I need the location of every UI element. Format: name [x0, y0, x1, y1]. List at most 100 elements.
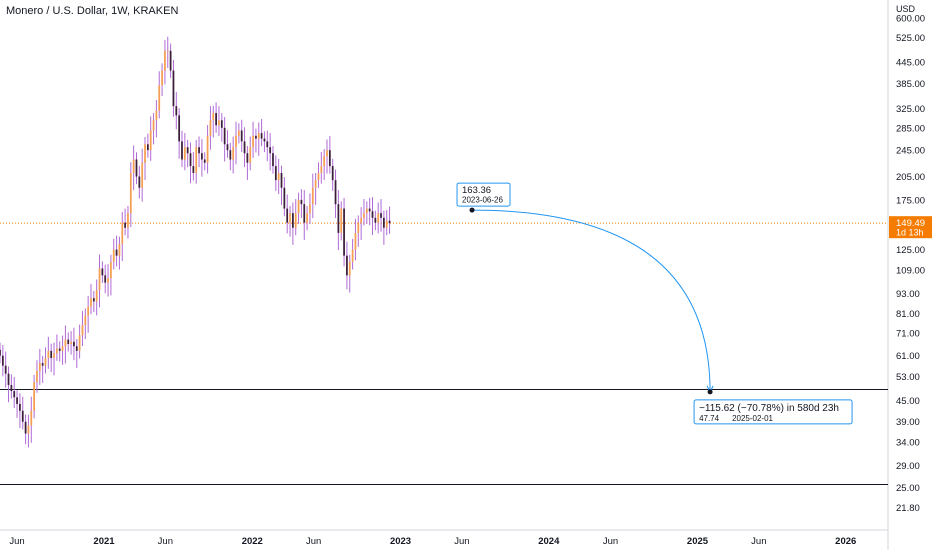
- candle-body: [7, 373, 10, 386]
- projection-start-value: 163.36: [462, 185, 491, 196]
- candle-body: [323, 156, 326, 167]
- candle-body: [212, 113, 215, 121]
- candle-body: [19, 403, 21, 411]
- candle-body: [21, 410, 24, 422]
- x-tick-label-1: 2021: [93, 536, 115, 547]
- candle-body: [104, 275, 107, 283]
- candle-body: [183, 147, 186, 160]
- candle-body: [377, 213, 380, 223]
- candle-body: [303, 204, 306, 223]
- candle-body: [41, 363, 44, 366]
- candle-body: [4, 365, 7, 374]
- candle-body: [58, 348, 61, 351]
- candle-body: [266, 141, 269, 148]
- candle-body: [206, 135, 209, 163]
- price-axis-currency: USD: [896, 4, 916, 14]
- candle-body: [314, 180, 317, 188]
- candle-body: [50, 350, 53, 359]
- y-tick-label-3: 385.00: [896, 79, 925, 90]
- candle-body: [121, 222, 124, 244]
- candle-body: [146, 144, 149, 151]
- candle-body: [172, 70, 175, 107]
- candle-body: [107, 278, 109, 283]
- projection-start-date: 2023-06-26: [462, 196, 503, 205]
- x-tick-label-10: Jun: [751, 536, 766, 547]
- x-tick-label-0: Jun: [9, 536, 24, 547]
- candle-body: [351, 249, 354, 262]
- candle-body: [149, 130, 152, 151]
- candle-body: [320, 166, 323, 173]
- candle-body: [115, 249, 118, 256]
- candle-body: [195, 147, 198, 173]
- candle-body: [260, 133, 263, 139]
- candle-body: [84, 315, 87, 326]
- y-tick-label-19: 34.00: [896, 438, 920, 449]
- candle-body: [92, 298, 95, 302]
- y-tick-label-12: 93.00: [896, 289, 920, 300]
- projection-end-value: 47.74: [699, 414, 720, 423]
- candle-body: [317, 172, 320, 181]
- candle-body: [249, 147, 252, 163]
- candle-body: [220, 120, 223, 128]
- candle-body: [75, 346, 78, 351]
- candle-body: [280, 172, 283, 188]
- projection-start-point: [469, 207, 475, 213]
- x-tick-label-11: 2026: [835, 536, 856, 547]
- candle-body: [53, 353, 55, 359]
- candle-body: [118, 243, 121, 256]
- candle-body: [141, 162, 144, 188]
- candle-body: [235, 135, 237, 148]
- candle-body: [127, 213, 129, 228]
- projection-start-box: [456, 182, 511, 207]
- candle-body: [237, 130, 240, 136]
- candle-body: [90, 298, 92, 307]
- candle-body: [218, 120, 220, 126]
- candle-body: [198, 147, 200, 154]
- candle-body: [215, 113, 217, 126]
- candle-body: [229, 150, 232, 160]
- y-tick-label-10: 125.00: [896, 245, 925, 256]
- y-tick-label-1: 525.00: [896, 33, 925, 44]
- x-tick-label-3: 2022: [242, 536, 263, 547]
- candle-body: [385, 220, 388, 228]
- projection-end-date: 2025-02-01: [732, 414, 773, 423]
- y-tick-label-11: 109.00: [896, 265, 925, 276]
- candle-body: [255, 135, 257, 139]
- candle-body: [232, 147, 235, 160]
- candle-body: [382, 217, 385, 228]
- candle-body: [357, 222, 360, 233]
- candle-body: [272, 153, 274, 167]
- candle-body: [78, 335, 81, 351]
- x-tick-label-6: Jun: [454, 536, 469, 547]
- candle-body: [155, 110, 158, 121]
- candle-body: [365, 208, 368, 214]
- candle-body: [368, 208, 371, 212]
- y-tick-label-5: 285.00: [896, 123, 925, 134]
- candle-body: [98, 268, 101, 291]
- candle-body: [363, 213, 365, 218]
- y-tick-label-20: 29.00: [896, 461, 920, 472]
- y-tick-label-7: 205.00: [896, 172, 925, 183]
- y-tick-label-14: 71.00: [896, 329, 920, 340]
- candle-body: [1, 355, 4, 366]
- candle-body: [292, 213, 294, 228]
- y-tick-label-17: 45.00: [896, 396, 920, 407]
- candle-body: [286, 208, 289, 223]
- candle-body: [87, 306, 90, 316]
- y-tick-label-0: 600.00: [896, 13, 925, 24]
- x-tick-label-5: 2023: [390, 536, 411, 547]
- y-tick-label-8: 175.00: [896, 195, 925, 206]
- candle-body: [223, 127, 226, 145]
- candle-body: [30, 410, 33, 426]
- candle-body: [348, 261, 351, 276]
- candle-body: [16, 397, 18, 404]
- candle-body: [73, 341, 75, 347]
- y-tick-label-21: 25.00: [896, 483, 920, 494]
- candle-body: [38, 363, 41, 371]
- candle-body: [340, 208, 343, 233]
- candle-body: [189, 153, 192, 167]
- candle-body: [246, 153, 249, 163]
- candle-body: [44, 358, 47, 366]
- candle-body: [175, 106, 178, 116]
